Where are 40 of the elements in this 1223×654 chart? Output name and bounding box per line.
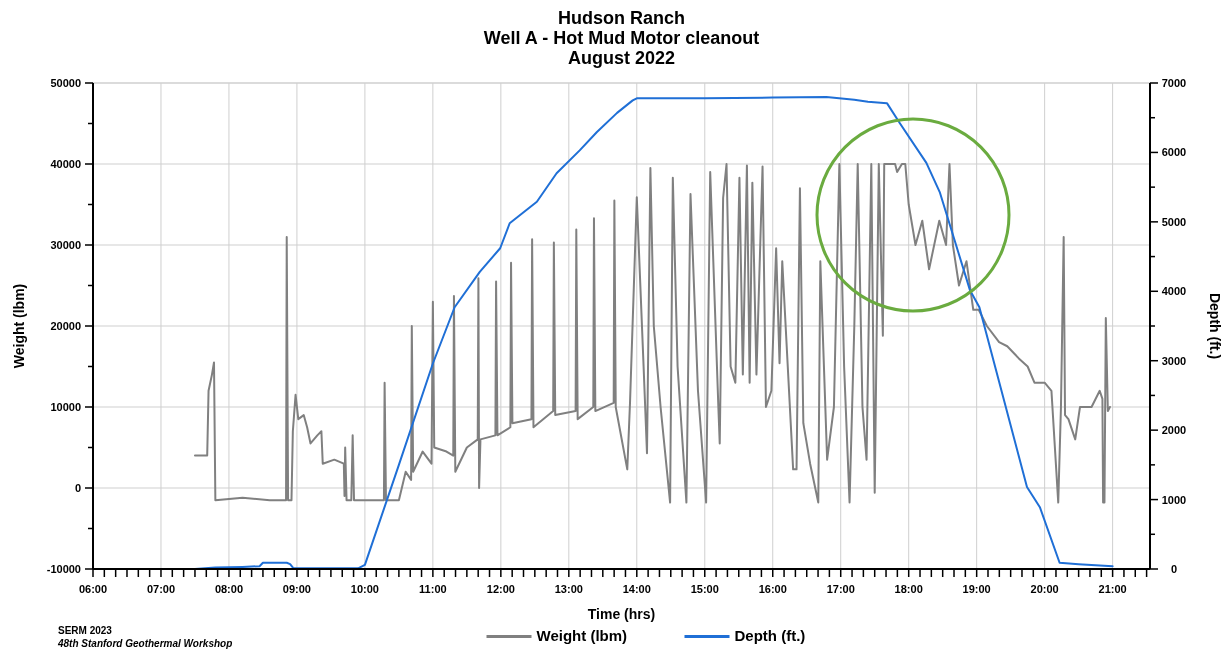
y2-tick-label: 7000 [1161,77,1187,89]
y2-tick-label: 2000 [1161,424,1187,437]
x-tick-label: 20:00 [1030,583,1059,595]
x-tick-label: 21:00 [1098,583,1127,595]
y-tick-label: 0 [74,482,81,494]
x-tick-label: 08:00 [214,583,244,595]
y-axis-title: Weight (lbm) [11,283,27,369]
y2-tick-label: 3000 [1161,354,1187,367]
x-tick-label: 07:00 [146,583,176,595]
x-tick-label: 10:00 [350,583,379,595]
y2-tick-label: 0 [1170,563,1178,575]
legend-label: Depth (ft.) [734,627,806,644]
y2-tick-label: 5000 [1161,215,1187,228]
y-tick-label: 40000 [50,158,81,170]
chart-title: Hudson Ranch Well A - Hot Mud Motor cleanout August 2022 [483,8,760,68]
y-tick-label: 50000 [50,77,81,89]
x-tick-label: 16:00 [758,583,787,595]
x-tick-label: 18:00 [894,583,923,595]
text: 48th Stanford Geothermal Workshop [57,638,233,649]
x-tick-label: 09:00 [282,583,311,595]
y2-tick-label: 4000 [1161,285,1187,298]
y-tick-label: 30000 [50,239,81,251]
y2-tick-label: 6000 [1161,146,1187,159]
x-axis-title: Time (hrs) [587,606,656,622]
x-tick-label: 11:00 [419,583,447,595]
text: SERM 2023 [58,625,113,636]
y-tick-label: 20000 [50,320,81,332]
y2-tick-label: 1000 [1161,493,1187,506]
x-tick-label: 15:00 [690,583,719,595]
y2-axis-title: Depth (ft.) [1207,292,1223,360]
y-tick-label: 10000 [50,401,81,413]
x-tick-label: 06:00 [78,583,108,595]
x-tick-label: 19:00 [962,583,991,595]
x-tick-label: 13:00 [554,583,583,595]
x-tick-label: 17:00 [826,583,855,595]
y-tick-label: -10000 [46,563,81,575]
x-tick-label: 12:00 [486,583,515,595]
legend-label: Weight (lbm) [536,627,628,644]
line-series [193,163,1111,504]
x-tick-label: 14:00 [622,583,651,595]
